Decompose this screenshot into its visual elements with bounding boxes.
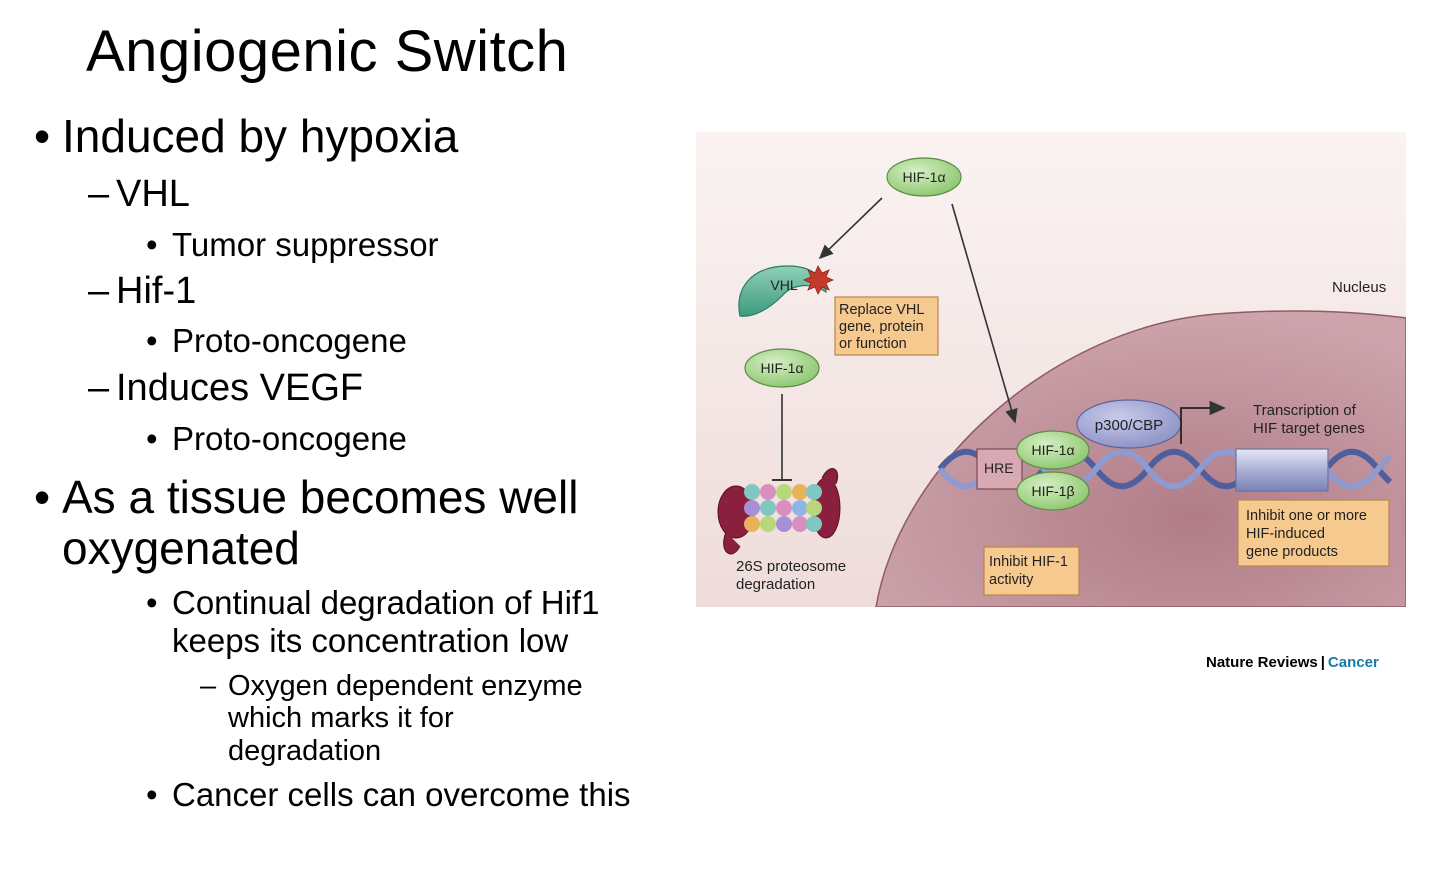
bullet-marker: • — [34, 110, 51, 162]
sub-item-oxygen-enzyme-line3: degradation — [228, 735, 382, 767]
inhibit-genes-box — [1237, 499, 1390, 567]
dash-marker: – — [88, 173, 110, 215]
bullet-induced-by-hypoxia: Induced by hypoxia — [62, 110, 459, 162]
hre-label: HRE — [984, 460, 1014, 476]
credit-journal: Nature Reviews — [1206, 654, 1318, 671]
sub-bullet-induces-vegf: Induces VEGF — [116, 367, 364, 409]
transcription-arrow — [1180, 400, 1226, 444]
inhibit-hif-box — [983, 546, 1080, 596]
item-continual-degradation-line1: Continual degradation of Hif1 — [172, 584, 600, 621]
bullet-marker: • — [146, 322, 158, 359]
hif1b-dna-label: HIF-1β — [1031, 483, 1074, 499]
item-tumor-suppressor: Tumor suppressor — [172, 226, 439, 263]
proteasome-26s — [717, 468, 841, 555]
transcription-line2: HIF target genes — [1253, 420, 1365, 437]
slide-title: Angiogenic Switch — [86, 19, 569, 84]
inhibit-hif-line2: activity — [989, 572, 1034, 588]
sub-bullet-vhl: VHL — [116, 173, 190, 215]
item-cancer-cells-overcome: Cancer cells can overcome this — [172, 776, 631, 813]
replace-vhl-line3: or function — [839, 336, 907, 352]
hif-pathway-diagram: Nucleus HIF-1α VHL Replace VHL gene, pro… — [696, 132, 1406, 607]
sub-item-oxygen-enzyme-line2: which marks it for — [228, 702, 454, 734]
item-continual-degradation-line2: keeps its concentration low — [172, 622, 569, 659]
arrow-to-nucleus — [951, 203, 1018, 424]
inhibit-genes-line3: gene products — [1246, 544, 1338, 560]
hif1a-top-oval — [886, 157, 962, 197]
replace-vhl-line1: Replace VHL — [839, 302, 924, 318]
proteasome-line1: 26S proteosome — [736, 558, 846, 575]
hif1a-dna-label: HIF-1α — [1031, 442, 1074, 458]
item-proto-oncogene-1: Proto-oncogene — [172, 322, 407, 359]
bullet-marker: • — [146, 226, 158, 263]
p300-cbp-label: p300/CBP — [1095, 417, 1163, 434]
dash-marker: – — [88, 270, 110, 312]
dash-marker: – — [200, 670, 217, 702]
bullet-marker: • — [34, 471, 51, 523]
bullet-marker: • — [146, 584, 158, 621]
inhibit-genes-line2: HIF-induced — [1246, 526, 1325, 542]
inhibit-genes-line1: Inhibit one or more — [1246, 508, 1367, 524]
hre-box — [976, 448, 1023, 490]
inhibit-hif-line1: Inhibit HIF-1 — [989, 554, 1068, 570]
proteasome-line2: degradation — [736, 576, 815, 593]
hif1a-left-label: HIF-1α — [760, 360, 803, 376]
bullet-well-oxygenated-line2: oxygenated — [62, 522, 300, 574]
dash-marker: – — [88, 367, 110, 409]
nucleus-label: Nucleus — [1332, 279, 1386, 296]
bullet-list: • Induced by hypoxia – VHL • Tumor suppr… — [0, 0, 690, 872]
bullet-marker: • — [146, 776, 158, 813]
figure-credit: Nature Reviews | Cancer — [1206, 654, 1379, 671]
sub-bullet-hif1: Hif-1 — [116, 270, 197, 312]
item-proto-oncogene-2: Proto-oncogene — [172, 420, 407, 457]
arrow-to-vhl — [818, 197, 883, 260]
vhl-label: VHL — [770, 277, 797, 293]
replace-vhl-line2: gene, protein — [839, 319, 924, 335]
hif1a-dna-oval — [1016, 430, 1090, 470]
hif-pathway-figure: Nucleus HIF-1α VHL Replace VHL gene, pro… — [696, 132, 1406, 607]
hif1b-dna-oval — [1016, 471, 1090, 511]
bullet-well-oxygenated-line1: As a tissue becomes well — [62, 471, 579, 523]
vhl-mutation-star — [802, 265, 835, 295]
target-gene — [1235, 448, 1329, 492]
vhl-protein — [738, 265, 827, 317]
bullet-marker: • — [146, 420, 158, 457]
hif1a-top-label: HIF-1α — [902, 169, 945, 185]
hif1a-left-oval — [744, 348, 820, 388]
transcription-line1: Transcription of — [1253, 402, 1357, 419]
credit-section: Cancer — [1327, 654, 1379, 671]
replace-vhl-box — [834, 296, 939, 356]
credit-separator: | — [1320, 654, 1325, 671]
sub-item-oxygen-enzyme-line1: Oxygen dependent enzyme — [228, 670, 583, 702]
